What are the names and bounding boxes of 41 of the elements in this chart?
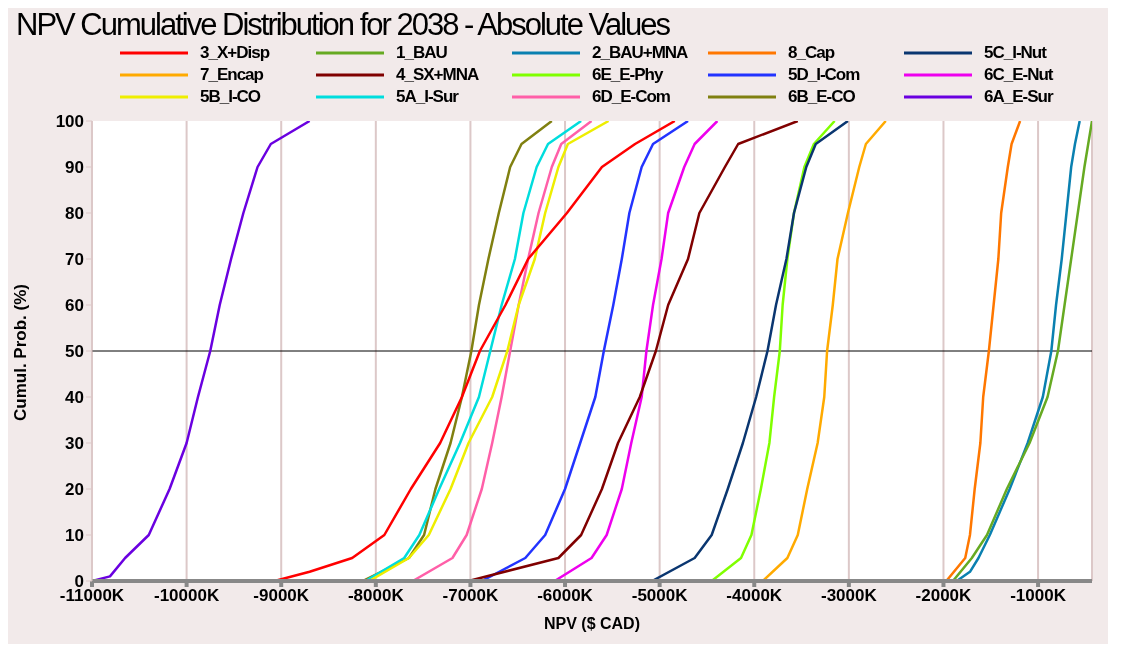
legend-label: 7_Encap — [200, 64, 263, 85]
y-tick-label: 60 — [65, 296, 84, 316]
y-tick-label: 80 — [65, 204, 84, 224]
chart-title: NPV Cumulative Distribution for 2038 - Absolute Values — [15, 7, 671, 42]
x-tick-label: -4000K — [726, 586, 783, 606]
legend-label: 8_Cap — [788, 42, 835, 63]
legend-label: 1_BAU — [396, 42, 447, 63]
x-tick-label: -5000K — [631, 586, 689, 606]
y-tick-label: 90 — [65, 158, 84, 178]
legend-label: 6B_E-CO — [788, 86, 855, 107]
legend-label: 5A_I-Sur — [396, 86, 458, 107]
x-tick-label: -9000K — [253, 586, 310, 606]
x-tick-label: -1000K — [1010, 586, 1067, 606]
x-tick-label: -6000K — [537, 586, 594, 606]
legend-label: 6A_E-Sur — [984, 86, 1053, 107]
x-axis-title: NPV ($ CAD) — [543, 615, 641, 632]
legend-label: 6E_E-Phy — [592, 64, 663, 85]
y-tick-label: 70 — [65, 250, 84, 270]
y-tick-label: 10 — [65, 526, 84, 546]
y-tick-label: 20 — [65, 480, 84, 500]
x-tick-label: -8000K — [347, 586, 405, 606]
legend-label: 6C_E-Nut — [984, 64, 1053, 85]
legend-label: 2_BAU+MNA — [592, 42, 688, 63]
y-tick-label: 100 — [55, 112, 84, 132]
legend-label: 5D_I-Com — [788, 64, 860, 85]
y-tick-label: 40 — [65, 388, 84, 408]
y-tick-label: 50 — [65, 342, 84, 362]
x-tick-label: -3000K — [820, 586, 878, 606]
y-axis-title: Cumul. Prob. (%) — [11, 284, 31, 421]
x-tick-label: -10000K — [154, 586, 220, 606]
legend-label: 5C_I-Nut — [984, 42, 1046, 63]
legend-label: 6D_E-Com — [592, 86, 670, 107]
line-series — [553, 121, 719, 581]
x-tick-label: -7000K — [442, 586, 500, 606]
legend-label: 4_SX+MNA — [396, 64, 479, 85]
x-tick-label: -2000K — [915, 586, 973, 606]
line-series — [945, 121, 1022, 581]
legend-label: 3_X+Disp — [200, 42, 270, 63]
legend-label: 5B_I-CO — [200, 86, 261, 107]
y-tick-label: 30 — [65, 434, 84, 454]
line-series — [761, 121, 888, 581]
